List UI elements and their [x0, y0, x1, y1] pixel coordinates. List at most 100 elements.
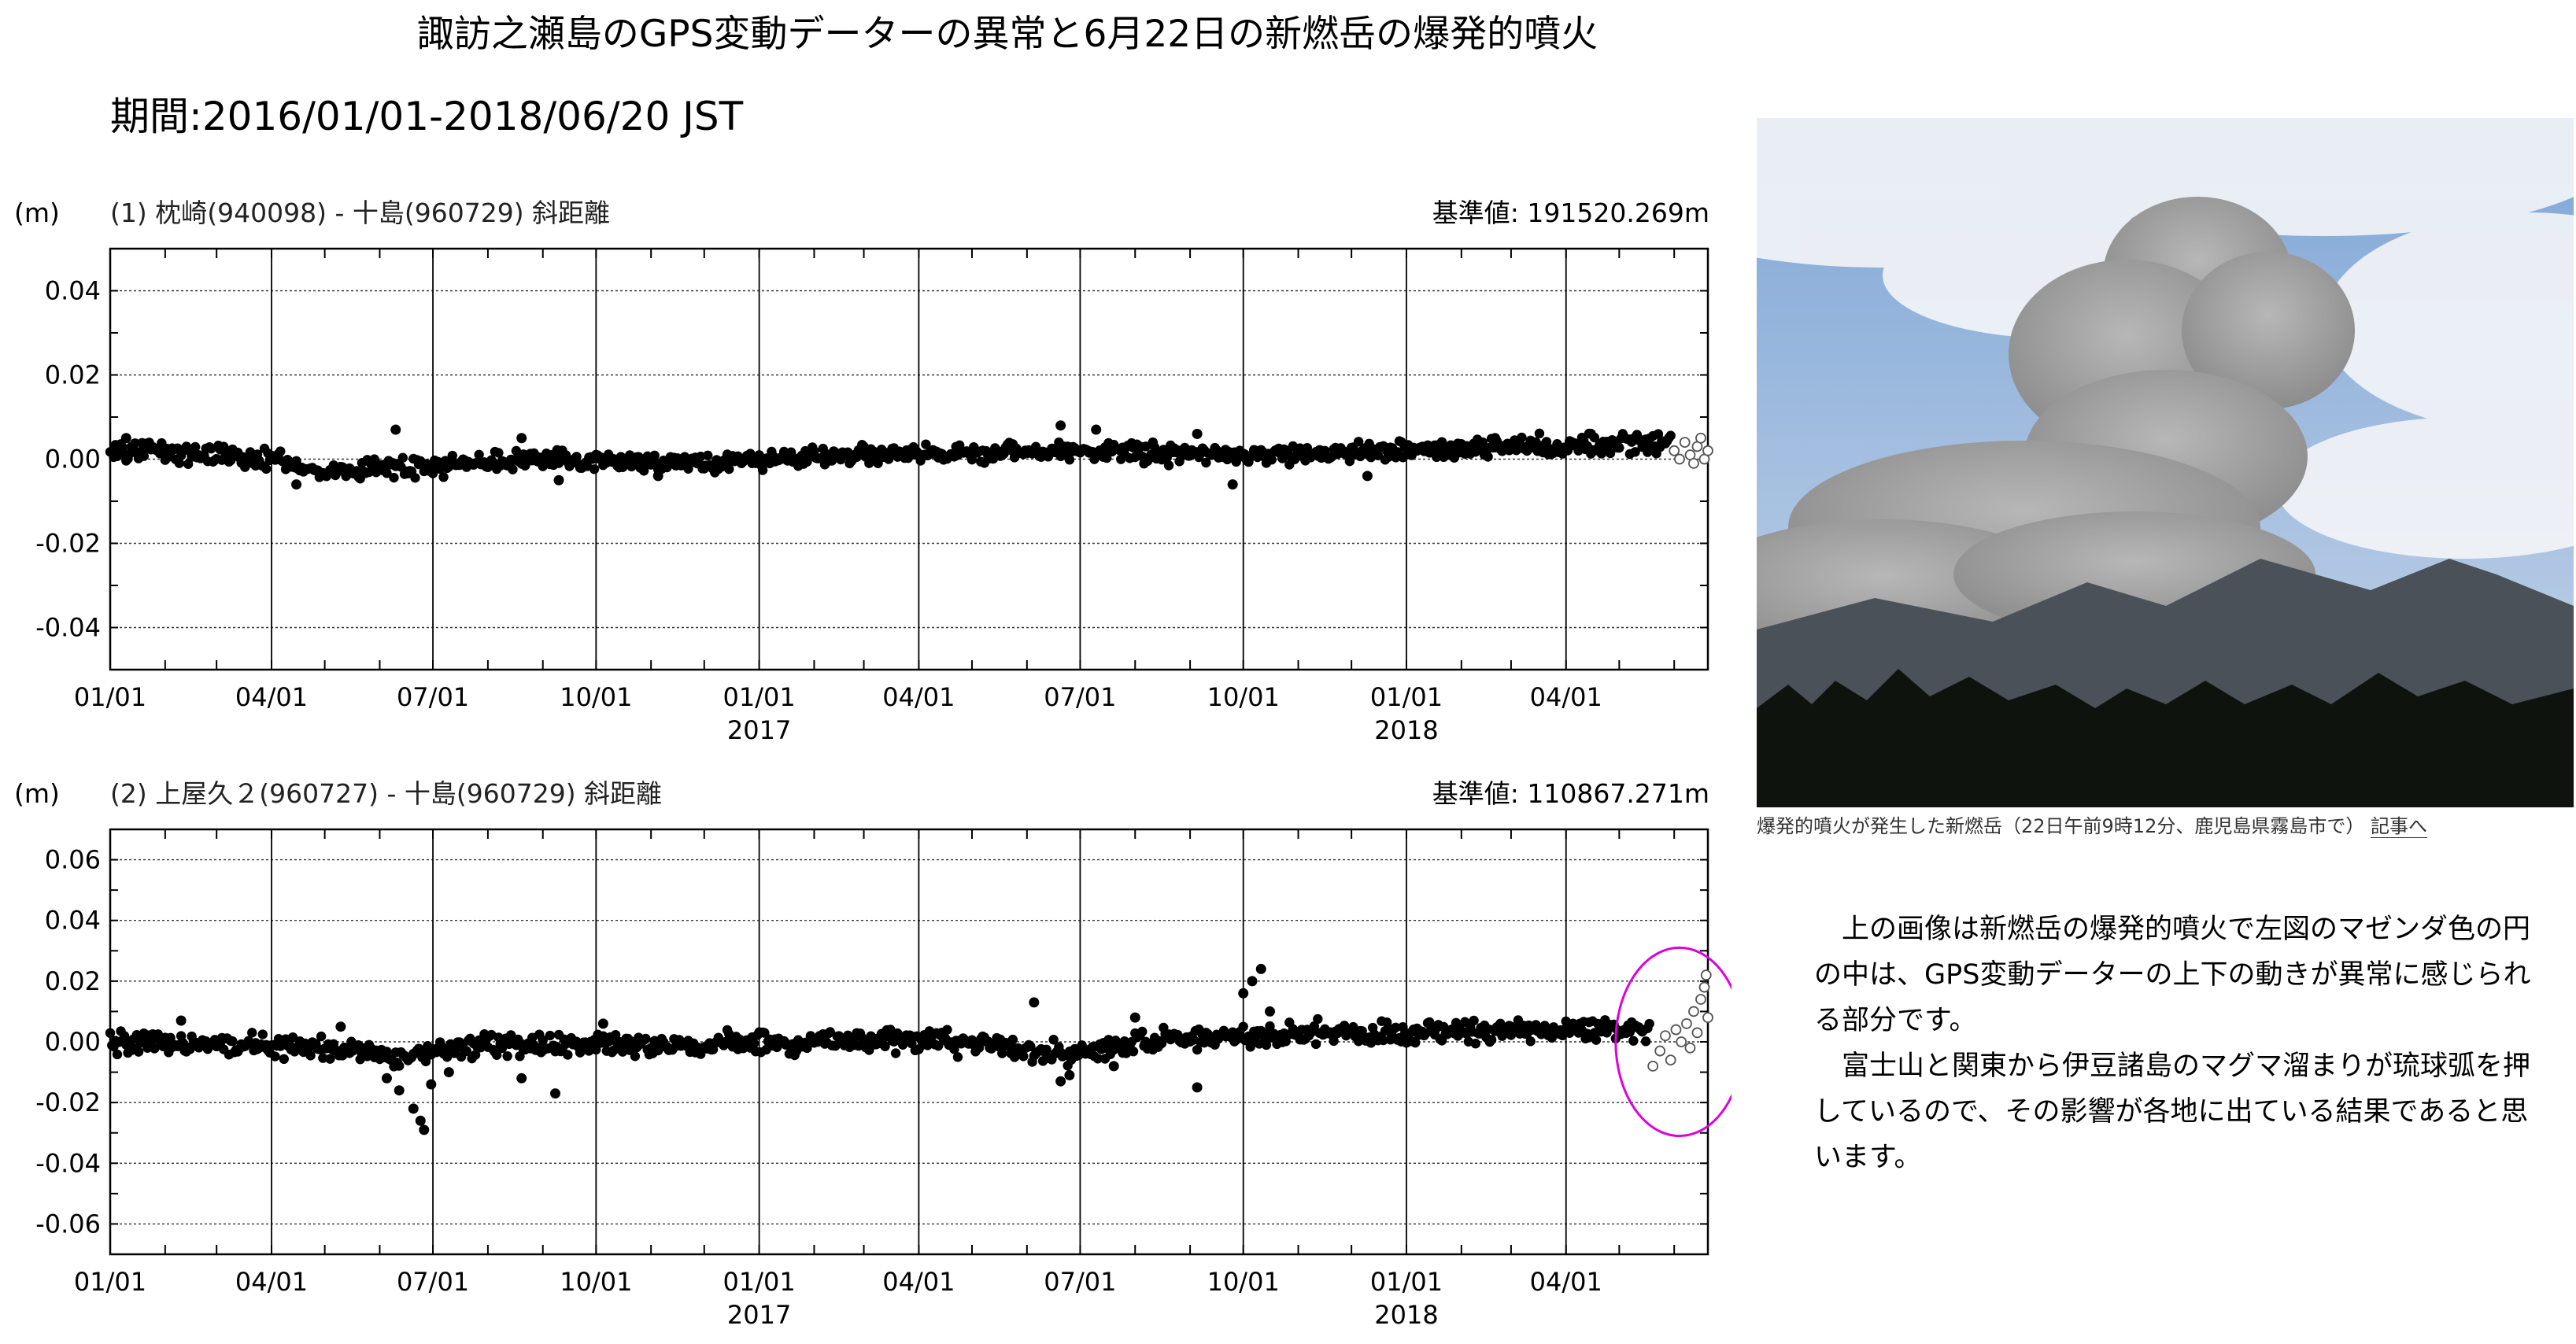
chart2-xtick-label: 04/01: [235, 1267, 308, 1297]
chart1-data-point: [1102, 452, 1112, 463]
chart1-data-point: [652, 471, 663, 482]
chart1-data-point: [174, 458, 185, 468]
chart2-data-point: [830, 1040, 841, 1051]
chart1-xtick-label: 04/01: [1530, 682, 1602, 712]
chart2-data-point: [1628, 1036, 1639, 1046]
chart2-open-point: [1660, 1030, 1671, 1042]
chart1-data-point: [757, 465, 768, 475]
chart2-data-point: [545, 1030, 555, 1041]
chart1-data-point: [1614, 442, 1624, 453]
chart1-open-point: [1688, 457, 1699, 469]
chart2-data-point: [257, 1029, 268, 1039]
chart2-data-point: [415, 1115, 426, 1126]
chart2-data-point: [1381, 1017, 1392, 1028]
chart1-data-point: [1163, 460, 1174, 471]
chart1-ytick-label: -0.04: [35, 613, 101, 643]
chart2-data-point: [119, 1031, 130, 1041]
chart2-xtick-label: 07/01: [397, 1267, 469, 1297]
chart1-ytick-label: -0.02: [35, 529, 101, 559]
chart1-data-point: [553, 474, 564, 486]
chart1-data-point: [275, 446, 286, 456]
chart2-data-point: [1591, 1035, 1602, 1045]
chart1-data-point: [1227, 479, 1238, 490]
chart2-data-point: [1108, 1061, 1119, 1072]
chart1-data-point: [438, 472, 449, 482]
chart2-data-point: [538, 1035, 548, 1046]
chart1-xtick-label: 04/01: [882, 682, 955, 712]
chart2-data-point: [591, 1044, 601, 1055]
chart1-data-point: [703, 450, 713, 460]
chart1-data-point: [966, 454, 978, 465]
chart2-data-point: [394, 1061, 405, 1071]
chart2-data-point: [227, 1036, 238, 1047]
note-paragraph-1: 上の画像は新燃岳の爆発的噴火で左図のマゼンダ色の円の中は、GPS変動データーの上…: [1814, 914, 2531, 1036]
chart1-xtick-label: 04/01: [235, 682, 308, 712]
chart2-data-point: [1261, 1039, 1272, 1050]
chart2-data-point: [1525, 1036, 1536, 1047]
chart2-ytick-label: 0.00: [45, 1027, 101, 1057]
chart1-data-point: [390, 424, 401, 435]
chart2-data-point: [408, 1103, 419, 1114]
chart2-data-point: [1329, 1036, 1339, 1047]
chart2-data-point: [974, 1043, 985, 1053]
chart1-xtick-label: 01/01: [723, 682, 796, 712]
chart2-data-point: [316, 1031, 327, 1042]
chart1-unit-label: (m): [14, 198, 60, 228]
chart2-data-point: [1129, 1012, 1140, 1023]
chart2-xtick-label: 04/01: [882, 1267, 955, 1297]
chart2-open-point: [1702, 1012, 1713, 1024]
chart2-data-point: [1192, 1044, 1203, 1055]
chart2-data-point: [1255, 963, 1266, 974]
chart1-data-point: [389, 472, 399, 483]
chart2-data-point: [1470, 1039, 1481, 1049]
chart2-data-point: [597, 1018, 608, 1029]
chart1-data-point: [1585, 428, 1596, 439]
chart1-data-point: [1373, 450, 1384, 460]
chart2-data-point: [1410, 1037, 1421, 1048]
chart2-data-point: [318, 1053, 328, 1063]
chart1-data-point: [1534, 428, 1545, 439]
chart2-xtick-label: 01/01: [723, 1267, 796, 1297]
chart2-data-point: [247, 1028, 257, 1038]
chart1-year-label: 2018: [1374, 715, 1438, 745]
chart1-data-point: [139, 451, 150, 461]
chart2-data-point: [1640, 1036, 1651, 1047]
chart2-data-point: [461, 1046, 472, 1057]
chart2-data-point: [394, 1085, 405, 1096]
chart2-data-point: [1137, 1026, 1148, 1037]
chart2-data-point: [105, 1028, 116, 1038]
chart2-data-point: [949, 1044, 959, 1054]
chart2-open-point: [1688, 1006, 1699, 1017]
chart1-data-point: [382, 468, 392, 478]
period-label: 期間:2016/01/01-2018/06/20 JST: [110, 94, 744, 139]
chart2-data-point: [1064, 1069, 1075, 1080]
chart2-year-label: 2018: [1374, 1300, 1438, 1330]
chart1-xtick-label: 01/01: [74, 682, 146, 712]
chart2-data-point: [1644, 1018, 1654, 1029]
chart1-data-point: [291, 479, 302, 490]
chart1-data-point: [190, 441, 201, 452]
chart1-data-point: [724, 463, 734, 474]
chart2-data-point: [759, 1028, 770, 1038]
chart1-data-point: [427, 468, 438, 478]
chart2-open-point: [1695, 994, 1706, 1005]
chart2-data-point: [550, 1088, 561, 1099]
chart1-data-point: [410, 473, 420, 483]
chart1-open-point: [1669, 445, 1680, 456]
chart2-ytick-label: -0.04: [35, 1148, 101, 1178]
chart2-data-point: [1357, 1026, 1367, 1036]
chart2-open-point: [1665, 1054, 1676, 1066]
chart1-data-point: [1630, 447, 1640, 457]
chart2-xtick-label: 07/01: [1044, 1267, 1116, 1297]
article-link[interactable]: 記事へ: [2371, 815, 2427, 838]
chart2-data-point: [825, 1027, 835, 1037]
chart2-data-point: [942, 1025, 952, 1035]
chart1-base-value: 基準値: 191520.269m: [1432, 198, 1709, 228]
chart2-data-point: [641, 1033, 651, 1044]
chart2-data-point: [1264, 1006, 1275, 1017]
chart1-xtick-label: 10/01: [560, 682, 632, 712]
chart1-data-point: [183, 459, 194, 469]
chart1-data-point: [1353, 437, 1364, 447]
chart2-data-point: [1048, 1035, 1059, 1045]
chart2-open-point: [1647, 1060, 1659, 1072]
